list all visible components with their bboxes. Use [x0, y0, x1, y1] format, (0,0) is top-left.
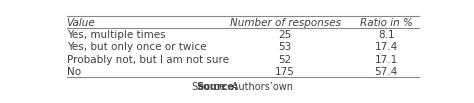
Text: Yes, multiple times: Yes, multiple times	[66, 30, 165, 40]
Text: 8.1: 8.1	[378, 30, 394, 40]
Text: Source:: Source:	[197, 82, 238, 92]
Text: 175: 175	[275, 67, 295, 77]
Text: No: No	[66, 67, 81, 77]
Text: Source: Authors’own: Source: Authors’own	[192, 82, 293, 92]
Text: Value: Value	[66, 18, 95, 28]
Text: 17.4: 17.4	[374, 42, 398, 52]
Text: Ratio in %: Ratio in %	[360, 18, 413, 28]
Text: 53: 53	[279, 42, 292, 52]
Text: Probably not, but I am not sure: Probably not, but I am not sure	[66, 55, 228, 65]
Text: Yes, but only once or twice: Yes, but only once or twice	[66, 42, 206, 52]
Text: 17.1: 17.1	[374, 55, 398, 65]
Text: 52: 52	[279, 55, 292, 65]
Text: 25: 25	[279, 30, 292, 40]
Text: 57.4: 57.4	[374, 67, 398, 77]
Text: Number of responses: Number of responses	[230, 18, 341, 28]
